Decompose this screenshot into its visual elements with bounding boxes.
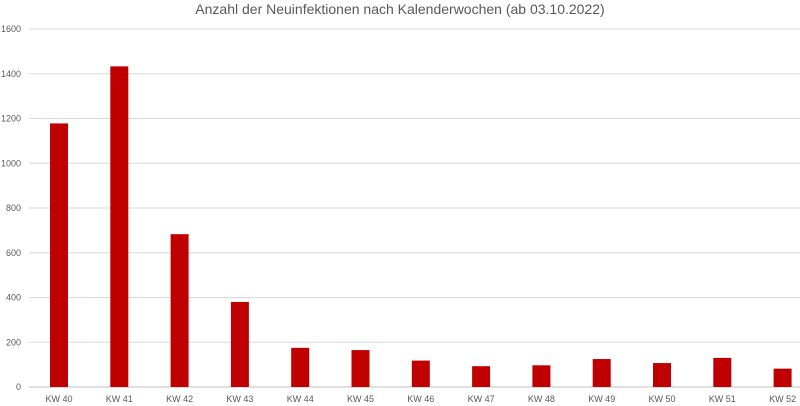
x-tick-label: KW 43: [226, 394, 253, 404]
x-tick-label: KW 40: [45, 394, 72, 404]
y-tick-label: 400: [6, 293, 21, 303]
y-tick-label: 800: [6, 203, 21, 213]
x-axis-tick-labels: KW 40 KW 41 KW 42 KW 43 KW 44 KW 45 KW 46 KW 47…: [45, 394, 796, 404]
y-tick-label: 1200: [1, 114, 21, 124]
bar: [653, 363, 671, 387]
x-tick-label: KW 51: [709, 394, 736, 404]
gridlines: [29, 28, 800, 388]
x-tick-label: KW 44: [287, 394, 314, 404]
y-tick-label: 200: [6, 337, 21, 347]
bar: [472, 366, 491, 387]
bar: [713, 357, 732, 387]
bar: [230, 301, 249, 387]
x-tick-label: KW 47: [468, 394, 495, 404]
bar: [773, 368, 792, 387]
bars: [50, 66, 792, 388]
chart-title: Anzahl der Neuinfektionen nach Kalenderw…: [195, 1, 605, 17]
y-tick-label: 1600: [1, 24, 21, 34]
bar: [532, 365, 551, 387]
y-tick-label: 0: [16, 382, 21, 392]
bar: [592, 359, 611, 387]
y-tick-label: 600: [6, 248, 21, 258]
bar: [351, 350, 370, 387]
bar: [110, 66, 129, 388]
y-tick-label: 1000: [1, 158, 21, 168]
x-tick-label: KW 41: [106, 394, 133, 404]
bar: [411, 360, 430, 387]
x-tick-label: KW 49: [588, 394, 615, 404]
bar: [50, 123, 68, 388]
x-tick-label: KW 52: [769, 394, 796, 404]
bar: [170, 234, 189, 387]
x-tick-label: KW 50: [648, 394, 675, 404]
y-tick-label: 1400: [1, 69, 21, 79]
bar: [291, 347, 310, 387]
x-tick-label: KW 45: [347, 394, 374, 404]
x-tick-label: KW 42: [166, 394, 193, 404]
y-axis-tick-labels: 0 200 400 600 800 1000 1200 1400 1600: [1, 24, 21, 392]
x-tick-label: KW 48: [528, 394, 555, 404]
x-tick-label: KW 46: [407, 394, 434, 404]
